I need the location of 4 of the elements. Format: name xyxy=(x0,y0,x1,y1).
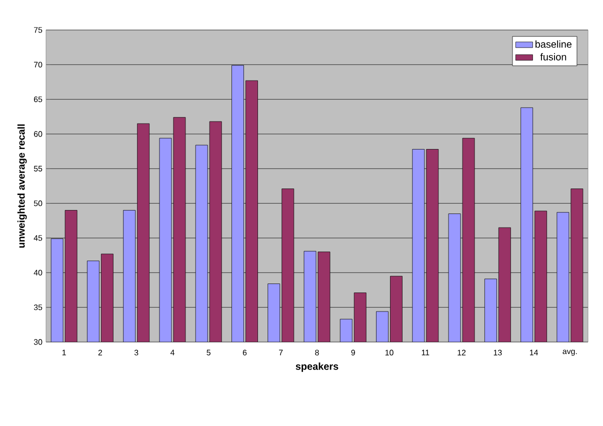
x-axis-title: speakers xyxy=(296,362,338,372)
legend-label: fusion xyxy=(540,53,566,60)
y-axis-title: unweighted average recall xyxy=(17,124,27,248)
legend-label: baseline xyxy=(536,40,572,48)
